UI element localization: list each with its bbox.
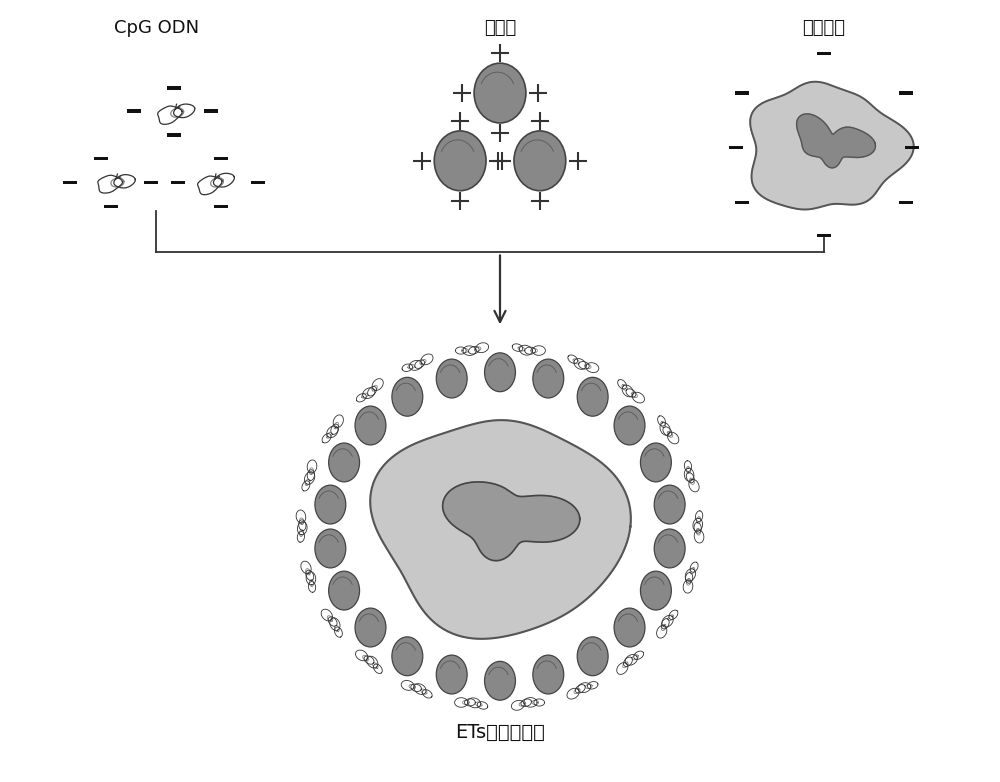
Ellipse shape [329, 443, 360, 482]
Ellipse shape [436, 655, 467, 694]
Text: ETs化肏瘤细胞: ETs化肏瘤细胞 [455, 723, 545, 742]
Polygon shape [750, 82, 914, 210]
Bar [63, 181, 77, 185]
Ellipse shape [315, 529, 346, 568]
Bar [127, 109, 141, 113]
Ellipse shape [474, 63, 526, 123]
Bar [104, 205, 118, 208]
Ellipse shape [329, 571, 360, 610]
Text: 组蛋白: 组蛋白 [484, 20, 516, 38]
Ellipse shape [355, 406, 386, 445]
Ellipse shape [640, 443, 671, 482]
Bar [214, 157, 228, 160]
Ellipse shape [577, 378, 608, 416]
Polygon shape [370, 420, 631, 639]
Bar [899, 91, 913, 95]
Ellipse shape [392, 637, 423, 676]
Ellipse shape [614, 608, 645, 647]
Bar [817, 52, 831, 55]
Ellipse shape [533, 655, 564, 694]
Ellipse shape [315, 485, 346, 524]
Polygon shape [797, 114, 875, 168]
Bar [204, 109, 218, 113]
Bar [167, 87, 181, 90]
Polygon shape [443, 482, 580, 561]
Bar [735, 201, 749, 204]
Text: 肏瘤细胞: 肏瘤细胞 [802, 20, 845, 38]
Bar [729, 146, 743, 149]
Bar [817, 234, 831, 237]
Ellipse shape [485, 662, 515, 700]
Ellipse shape [355, 608, 386, 647]
Bar [94, 157, 108, 160]
Ellipse shape [436, 359, 467, 398]
Ellipse shape [577, 637, 608, 676]
Bar [899, 201, 913, 204]
Ellipse shape [654, 485, 685, 524]
Ellipse shape [654, 529, 685, 568]
Ellipse shape [514, 131, 566, 191]
Ellipse shape [485, 353, 515, 392]
Ellipse shape [392, 378, 423, 416]
Ellipse shape [614, 406, 645, 445]
Bar [735, 91, 749, 95]
Ellipse shape [533, 359, 564, 398]
Bar [171, 181, 185, 185]
Ellipse shape [640, 571, 671, 610]
Bar [251, 181, 265, 185]
Bar [905, 146, 919, 149]
Bar [214, 205, 228, 208]
Text: CpG ODN: CpG ODN [114, 20, 199, 38]
Ellipse shape [434, 131, 486, 191]
Bar [167, 133, 181, 137]
Bar [144, 181, 158, 185]
